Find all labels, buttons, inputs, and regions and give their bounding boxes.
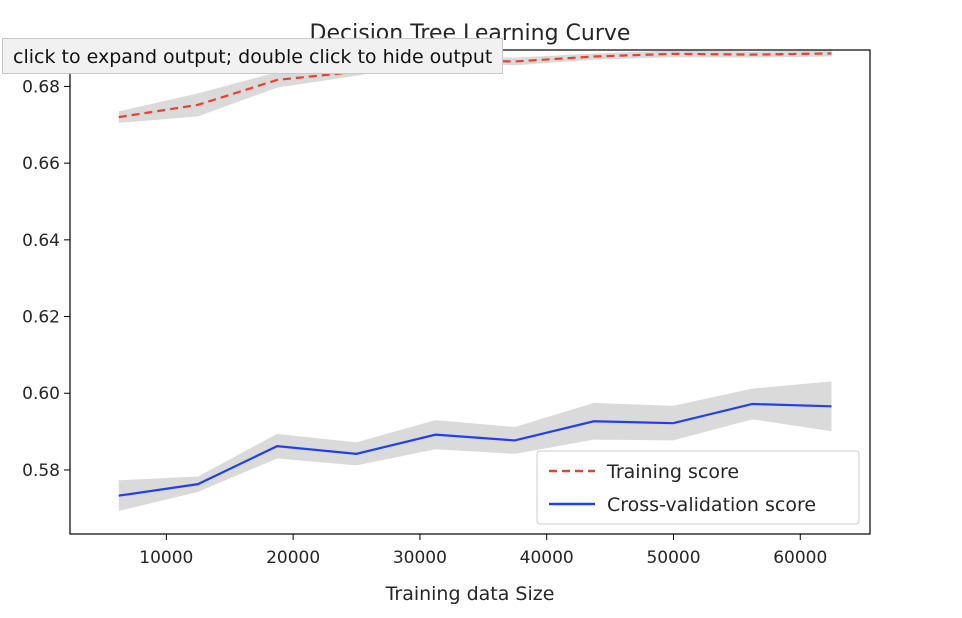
x-tick-label: 30000 — [393, 548, 447, 568]
x-tick-label: 10000 — [139, 548, 193, 568]
y-tick-label: 0.62 — [22, 308, 60, 328]
y-tick-label: 0.66 — [22, 154, 60, 174]
x-tick-label: 40000 — [520, 548, 574, 568]
expand-output-tooltip[interactable]: click to expand output; double click to … — [2, 38, 504, 74]
x-tick-label: 60000 — [773, 548, 827, 568]
legend-label: Training score — [606, 461, 739, 483]
legend-label: Cross-validation score — [607, 494, 816, 516]
legend-box — [536, 450, 860, 525]
x-tick-label: 50000 — [646, 548, 700, 568]
x-axis: 10000 20000 30000 40000 50000 60000 — [139, 534, 827, 568]
series-1-band — [118, 381, 832, 511]
y-axis: 0.58 0.60 0.62 0.64 0.66 0.68 — [22, 77, 70, 481]
y-tick-label: 0.64 — [22, 231, 60, 251]
series-0-band — [118, 50, 832, 123]
y-tick-label: 0.58 — [22, 461, 60, 481]
series-0-line — [118, 52, 832, 119]
plot-area — [118, 50, 832, 511]
x-axis-label: Training data Size — [385, 583, 555, 605]
series-1-line — [118, 402, 832, 497]
y-tick-label: 0.68 — [22, 77, 60, 97]
y-tick-label: 0.60 — [22, 384, 60, 404]
legend: Training score Cross-validation score — [536, 450, 860, 525]
x-tick-label: 20000 — [266, 548, 320, 568]
